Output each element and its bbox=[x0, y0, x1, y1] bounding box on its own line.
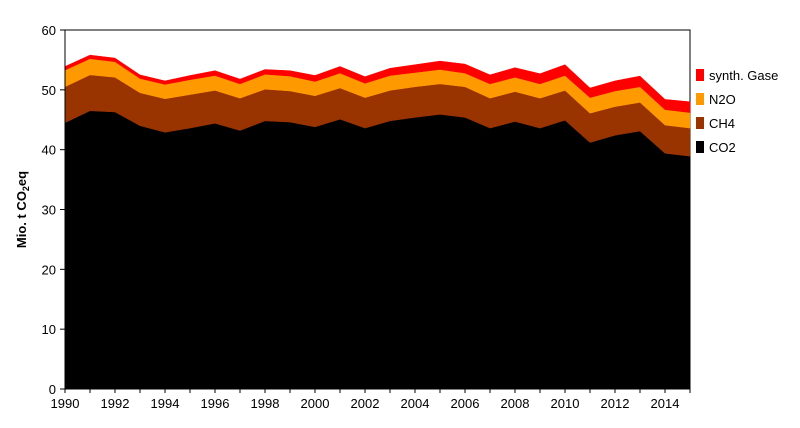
x-tick-label: 2012 bbox=[601, 396, 630, 411]
x-tick-label: 1994 bbox=[151, 396, 180, 411]
area-series-group bbox=[64, 54, 691, 390]
y-axis-title-main: Mio. t CO bbox=[14, 191, 29, 248]
y-tick-label: 50 bbox=[42, 83, 56, 98]
x-axis-ticks: 1990 1992 1994 1996 1998 2000 2002 2004 2006 2008… bbox=[51, 389, 691, 411]
y-tick-label: 10 bbox=[42, 322, 56, 337]
x-tick-label: 2010 bbox=[551, 396, 580, 411]
x-tick-label: 2000 bbox=[301, 396, 330, 411]
x-tick-label: 1992 bbox=[101, 396, 130, 411]
y-tick-label: 0 bbox=[49, 382, 56, 397]
y-tick-label: 60 bbox=[42, 23, 56, 38]
x-tick-label: 2014 bbox=[651, 396, 680, 411]
legend-label: CO2 bbox=[709, 140, 736, 155]
x-tick-label: 2008 bbox=[501, 396, 530, 411]
x-tick-label: 2006 bbox=[451, 396, 480, 411]
x-tick-label: 1996 bbox=[201, 396, 230, 411]
y-axis-title: Mio. t CO2eq bbox=[14, 171, 31, 248]
x-tick-label: 1998 bbox=[251, 396, 280, 411]
y-tick-label: 20 bbox=[42, 262, 56, 277]
plot-area bbox=[64, 29, 691, 390]
area-series-synth-gase bbox=[64, 54, 691, 113]
legend-swatch bbox=[696, 93, 704, 105]
legend-swatch bbox=[696, 141, 704, 153]
x-tick-label: 2002 bbox=[351, 396, 380, 411]
legend: synth. Gase N2O CH4 CO2 bbox=[696, 68, 778, 155]
x-tick-label: 2004 bbox=[401, 396, 430, 411]
y-axis-ticks: 0 10 20 30 40 50 60 bbox=[42, 23, 65, 397]
legend-swatch bbox=[696, 117, 704, 129]
legend-label: synth. Gase bbox=[709, 68, 778, 83]
area-series-co2 bbox=[64, 110, 691, 390]
legend-label: N2O bbox=[709, 92, 736, 107]
y-axis-title-tail: eq bbox=[14, 171, 29, 186]
y-tick-label: 40 bbox=[42, 143, 56, 158]
y-tick-label: 30 bbox=[42, 203, 56, 218]
y-axis-title-subscript: 2 bbox=[21, 186, 31, 191]
x-tick-label: 1990 bbox=[51, 396, 80, 411]
legend-label: CH4 bbox=[709, 116, 735, 131]
legend-swatch bbox=[696, 69, 704, 81]
